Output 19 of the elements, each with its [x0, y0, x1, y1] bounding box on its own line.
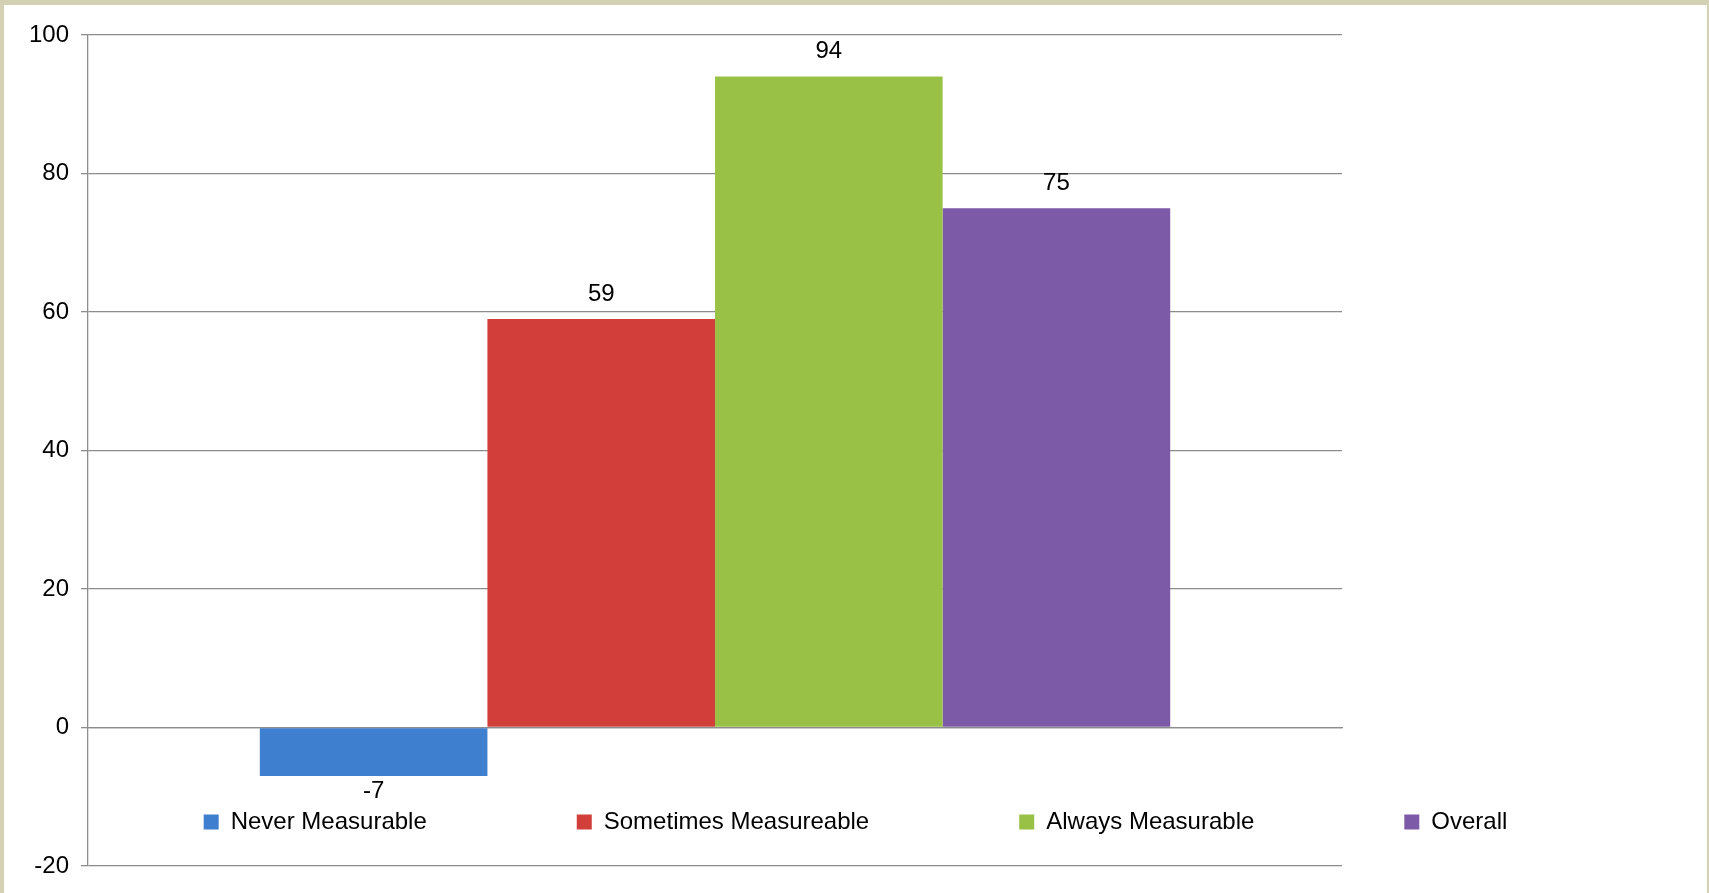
y-tick-label: 40	[42, 435, 70, 463]
y-tick-label: 80	[42, 158, 70, 186]
legend-label: Overall	[1431, 806, 1508, 834]
data-label: 59	[587, 278, 615, 306]
bar	[942, 208, 1171, 727]
bar	[259, 728, 488, 776]
data-label: -7	[362, 775, 385, 803]
y-tick-label: 20	[42, 573, 70, 601]
legend-label: Sometimes Measureable	[603, 806, 870, 834]
data-label: 75	[1043, 167, 1070, 195]
y-tick-label: 0	[55, 712, 70, 740]
y-tick-label: 100	[29, 19, 70, 47]
bar	[487, 318, 716, 727]
bar	[715, 76, 943, 727]
legend-label: Never Measurable	[230, 806, 427, 834]
y-tick-label: -20	[34, 850, 70, 878]
legend-label: Always Measurable	[1046, 806, 1255, 834]
y-tick-label: 60	[42, 296, 70, 324]
data-label: 94	[815, 36, 843, 64]
